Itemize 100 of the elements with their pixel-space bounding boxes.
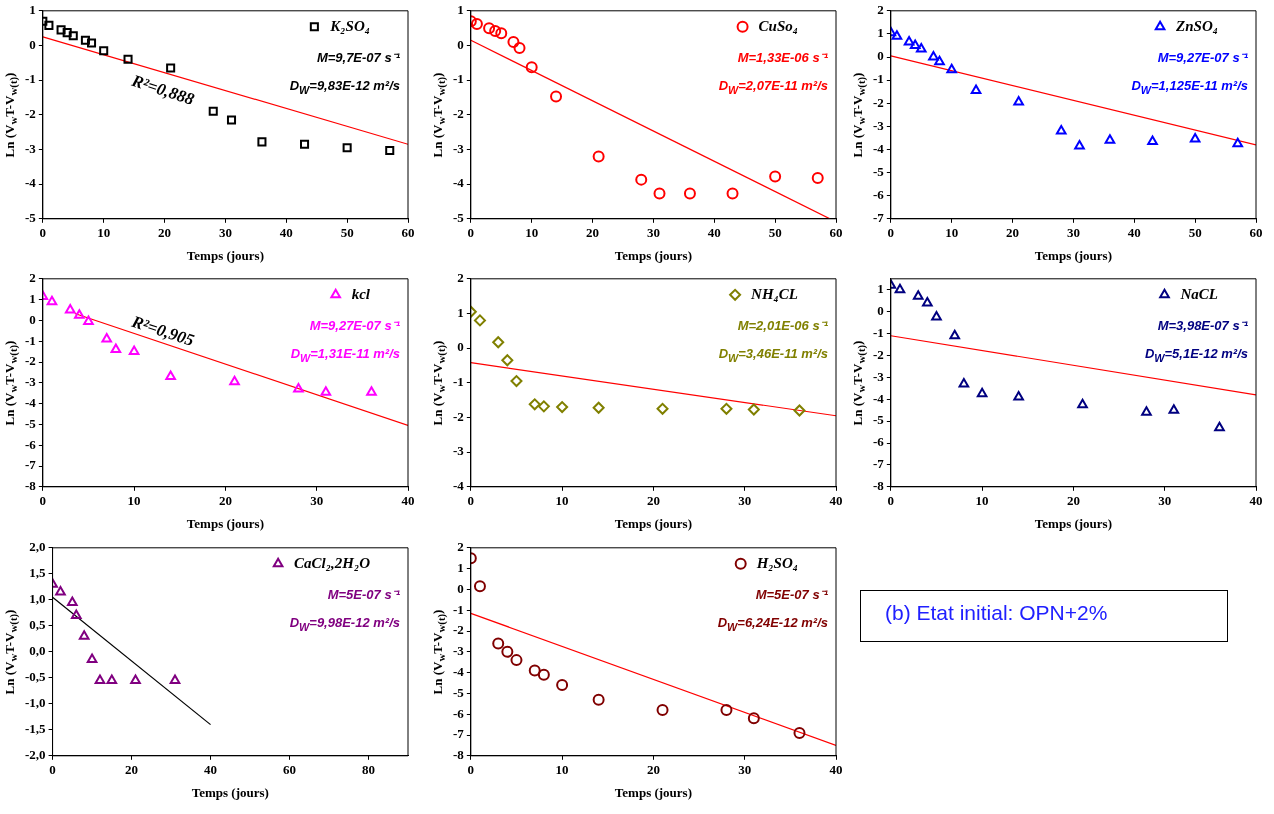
y-tick-label: -3 <box>452 443 465 459</box>
y-tick-label: -4 <box>452 663 465 679</box>
x-axis-title: Temps (jours) <box>614 515 692 531</box>
y-tick-label: 0 <box>877 303 884 318</box>
point <box>1013 391 1024 401</box>
point <box>257 137 267 147</box>
y-tick-label: 1 <box>877 25 884 41</box>
point <box>592 401 605 414</box>
x-tick-label: 80 <box>362 761 376 777</box>
point <box>726 187 739 200</box>
point <box>528 398 541 411</box>
x-tick-label: 20 <box>1006 224 1020 240</box>
y-tick-label: -0,5 <box>24 669 47 685</box>
point <box>934 55 945 66</box>
x-tick-label: 10 <box>945 224 959 240</box>
x-axis-title: Temps (jours) <box>614 784 692 800</box>
point <box>74 309 85 319</box>
point <box>473 580 486 593</box>
y-tick-label: 2 <box>29 270 36 286</box>
y-tick-label: -1 <box>872 71 884 87</box>
y-tick-label: -3 <box>452 643 465 659</box>
x-tick-label: 0 <box>467 224 475 240</box>
point <box>720 402 733 415</box>
point <box>492 637 505 650</box>
point <box>300 139 310 149</box>
y-tick-label: 0 <box>29 36 36 52</box>
y-tick-label: -3 <box>24 140 37 156</box>
x-tick-label: 40 <box>829 761 843 777</box>
legend-label: H₂SO₄ <box>755 554 799 571</box>
point <box>1214 421 1225 432</box>
point <box>94 674 106 684</box>
x-tick-label: 60 <box>1249 224 1263 240</box>
point <box>909 39 921 49</box>
y-tick-label: -3 <box>872 117 885 133</box>
y-tick-label: 0,5 <box>29 617 47 633</box>
y-tick-label: 1,0 <box>29 591 46 607</box>
point <box>99 46 109 56</box>
annotation: M=1,33E-06 s⁻¹ <box>737 49 828 65</box>
point <box>70 609 82 619</box>
legend-label: K₂SO₄ <box>329 17 370 34</box>
point <box>46 295 58 306</box>
y-tick-label: -4 <box>24 175 37 191</box>
x-axis-title: Temps (jours) <box>614 247 692 263</box>
point <box>949 329 961 340</box>
point <box>1147 135 1158 145</box>
point <box>229 375 240 386</box>
y-tick-label: -2 <box>872 346 884 362</box>
point <box>550 90 563 103</box>
point <box>293 383 304 393</box>
y-tick-label: 0 <box>457 36 464 52</box>
x-tick-label: 10 <box>97 224 111 240</box>
point <box>1104 134 1116 144</box>
point <box>510 375 523 388</box>
x-tick-label: 30 <box>1066 224 1080 240</box>
annotation: M=9,27E-07 s⁻¹ <box>1157 49 1248 65</box>
y-tick-label: -5 <box>452 210 465 226</box>
point <box>44 20 54 30</box>
point <box>166 63 176 73</box>
point <box>635 173 648 186</box>
legend-label: CaCl₂,2H₂O <box>294 554 371 571</box>
annotation: D$_{W}$=5,1E-12 m²/s <box>1144 345 1248 364</box>
point <box>976 387 988 398</box>
y-tick-label: -7 <box>872 210 885 226</box>
point <box>928 51 939 61</box>
y-tick-label: -3 <box>872 368 885 384</box>
point <box>130 674 141 684</box>
point <box>86 38 97 48</box>
point <box>556 401 569 414</box>
point <box>1232 137 1244 148</box>
y-tick-label: -1 <box>872 324 884 340</box>
point <box>169 674 181 684</box>
y-tick-label: 0 <box>29 311 36 327</box>
x-axis-title: Temps (jours) <box>1034 247 1112 263</box>
x-tick-label: 10 <box>555 761 569 777</box>
point <box>592 693 605 706</box>
y-tick-label: -1,5 <box>24 721 47 737</box>
text: (b) Etat initial: OPN+2% <box>860 590 1228 642</box>
x-tick-label: 30 <box>646 224 660 240</box>
point <box>470 17 483 30</box>
point <box>1141 406 1152 416</box>
y-tick-label: -8 <box>872 478 885 494</box>
y-tick-label: -6 <box>872 434 885 450</box>
y-tick-label: -5 <box>452 684 465 700</box>
y-tick-label: -6 <box>452 705 465 721</box>
y-tick-label: 2 <box>457 539 464 555</box>
point <box>507 36 520 48</box>
point <box>656 402 669 415</box>
y-tick-label: -2,0 <box>24 747 46 763</box>
point <box>165 370 176 381</box>
x-tick-label: 20 <box>125 761 139 777</box>
x-axis-title: Temps (jours) <box>186 515 264 531</box>
x-tick-label: 40 <box>1249 492 1263 508</box>
y-tick-label: 2 <box>877 2 884 18</box>
point <box>128 345 140 356</box>
point <box>385 145 395 156</box>
point <box>915 42 927 53</box>
y-tick-label: -5 <box>872 163 885 179</box>
point <box>366 386 377 396</box>
y-tick-label: 0,0 <box>29 643 46 659</box>
y-tick-label: -8 <box>452 747 465 763</box>
